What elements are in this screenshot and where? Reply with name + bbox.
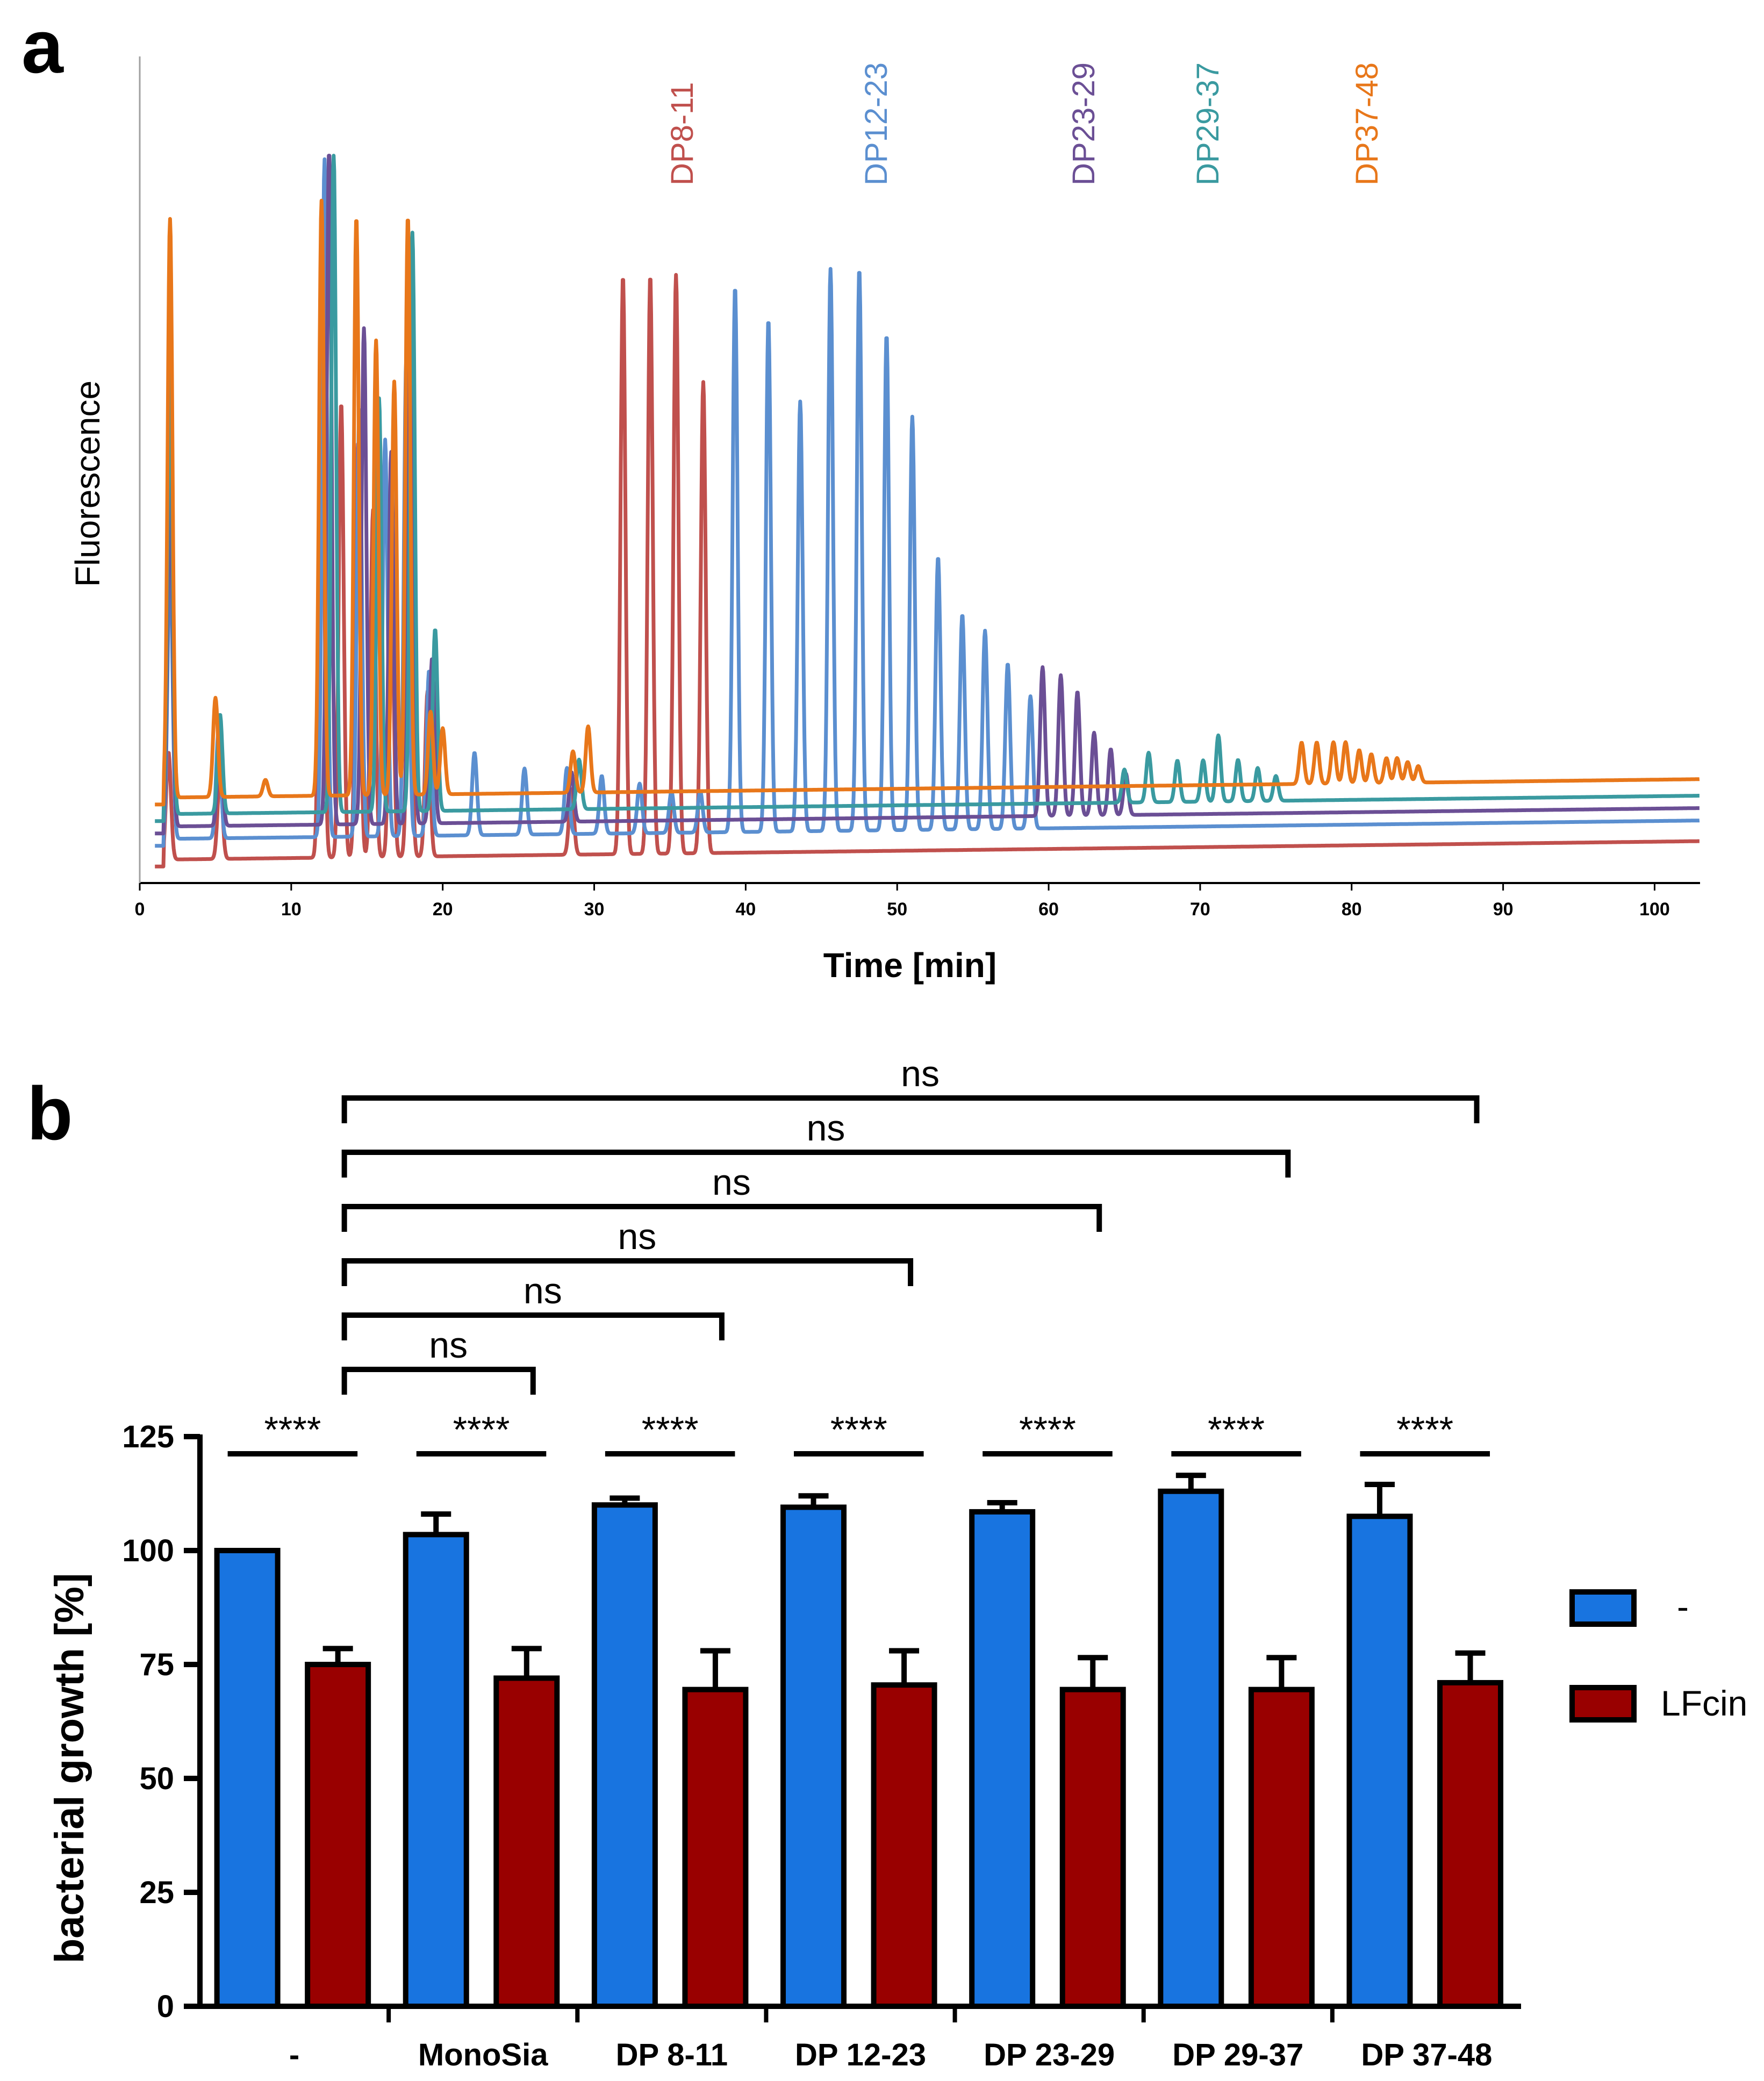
trace-dp29-37 <box>153 154 1701 823</box>
bar-minus <box>1158 1488 1224 2009</box>
dp-labels: DP8-11 DP12-23 DP23-29 DP29-37 DP37-48 <box>665 62 1385 185</box>
legend-swatch-minus <box>1569 1589 1637 1627</box>
panel-label-b: b <box>27 1071 73 1156</box>
x-axis: - MonoSia DP 8-11 DP 12-23 DP 23-29 DP 29-37 D… <box>200 2004 1521 2072</box>
x-tick-label: 0 <box>135 899 145 920</box>
trace-dp12-23 <box>153 157 1701 848</box>
category-label: MonoSia <box>418 2037 548 2072</box>
dp-label-dp37-48: DP37-48 <box>1350 62 1385 185</box>
dp-label-dp8-11: DP8-11 <box>665 82 700 185</box>
category-label: - <box>289 2037 299 2072</box>
legend-label-lfcin: LFcin <box>1661 1683 1747 1723</box>
y-tick-label: 50 <box>139 1761 174 1796</box>
bar-minus <box>403 1532 469 2010</box>
significance-label: **** <box>453 1409 510 1450</box>
x-tick-label: 90 <box>1493 899 1514 920</box>
comparison-label: ns <box>524 1271 562 1311</box>
dp-label-dp12-23: DP12-23 <box>859 62 894 185</box>
significance-label: **** <box>1208 1409 1265 1450</box>
comparison-label: ns <box>618 1216 656 1257</box>
y-tick-label: 25 <box>139 1875 174 1910</box>
y-tick-label: 125 <box>122 1419 174 1454</box>
bars <box>214 1473 1504 2010</box>
bar-lfcin <box>493 1675 560 2009</box>
comparison-label: ns <box>712 1162 751 1203</box>
significance-label: **** <box>264 1409 321 1450</box>
y-tick-label: 75 <box>139 1647 174 1682</box>
bar-minus <box>591 1502 658 2009</box>
chromatogram-panel: 0 10 20 30 40 50 60 70 80 90 100 Time [min] Fluore… <box>68 56 1701 985</box>
x-tick-label: 80 <box>1342 899 1362 920</box>
chromatogram-traces <box>153 154 1701 869</box>
comparison-bracket <box>341 1204 1102 1232</box>
dp-label-dp29-37: DP29-37 <box>1191 62 1225 185</box>
bar-lfcin <box>1248 1687 1315 2009</box>
category-label: DP 29-37 <box>1172 2037 1303 2072</box>
category-label: DP 8-11 <box>616 2037 728 2072</box>
category-label: DP 37-48 <box>1361 2037 1492 2072</box>
dp-label-dp23-29: DP23-29 <box>1066 62 1101 185</box>
significance-label: **** <box>830 1409 887 1450</box>
x-tick-label: 30 <box>584 899 605 920</box>
panel-label-a: a <box>21 4 64 89</box>
comparison-label: ns <box>807 1108 845 1149</box>
comparison-bracket <box>341 1312 725 1340</box>
comparison-bracket <box>341 1150 1291 1178</box>
comparison-bracket <box>341 1095 1480 1123</box>
x-tick-label: 100 <box>1639 899 1670 920</box>
bar-lfcin <box>1059 1687 1126 2009</box>
significance-label: **** <box>642 1409 699 1450</box>
legend: - LFcin <box>1569 1587 1747 1723</box>
bar-lfcin <box>682 1687 749 2009</box>
x-axis-title: Time [min] <box>823 946 996 985</box>
x-axis-ticks: 0 10 20 30 40 50 60 70 80 90 100 <box>135 883 1670 920</box>
x-tick-label: 50 <box>887 899 907 920</box>
category-label: DP 23-29 <box>984 2037 1115 2072</box>
comparison-label: ns <box>901 1053 940 1094</box>
x-tick-label: 60 <box>1038 899 1059 920</box>
x-tick-label: 20 <box>433 899 453 920</box>
significance-brackets: **** **** **** **** **** **** **** ns ns ns ns ns ns <box>227 1053 1490 1456</box>
comparison-bracket <box>341 1258 914 1286</box>
bar-lfcin <box>871 1682 937 2009</box>
x-tick-label: 70 <box>1190 899 1210 920</box>
category-label: DP 12-23 <box>795 2037 926 2072</box>
bar-minus <box>1346 1513 1413 2009</box>
comparison-bracket <box>341 1367 536 1395</box>
bar-chart-panel: 0 25 50 75 100 125 - MonoSia DP 8-11 DP 12-23 DP … <box>47 1053 1747 2072</box>
comparison-label: ns <box>429 1325 468 1366</box>
bar-lfcin <box>305 1662 371 2009</box>
y-axis-title: bacterial growth [%] <box>47 1573 92 1963</box>
y-tick-label: 0 <box>157 1989 174 2024</box>
significance-label: **** <box>1019 1409 1076 1450</box>
x-tick-label: 10 <box>281 899 302 920</box>
y-axis-title: Fluorescence <box>68 381 107 587</box>
bar-minus <box>780 1504 847 2009</box>
bar-minus <box>214 1548 281 2009</box>
bar-lfcin <box>1437 1680 1504 2009</box>
y-tick-label: 100 <box>122 1533 174 1568</box>
x-tick-label: 40 <box>735 899 756 920</box>
trace-dp37-48 <box>153 198 1701 807</box>
legend-label-minus: - <box>1677 1587 1689 1626</box>
y-axis: 0 25 50 75 100 125 <box>122 1419 203 2024</box>
significance-label: **** <box>1396 1409 1453 1450</box>
legend-swatch-lfcin <box>1569 1685 1637 1723</box>
bar-minus <box>969 1509 1036 2009</box>
